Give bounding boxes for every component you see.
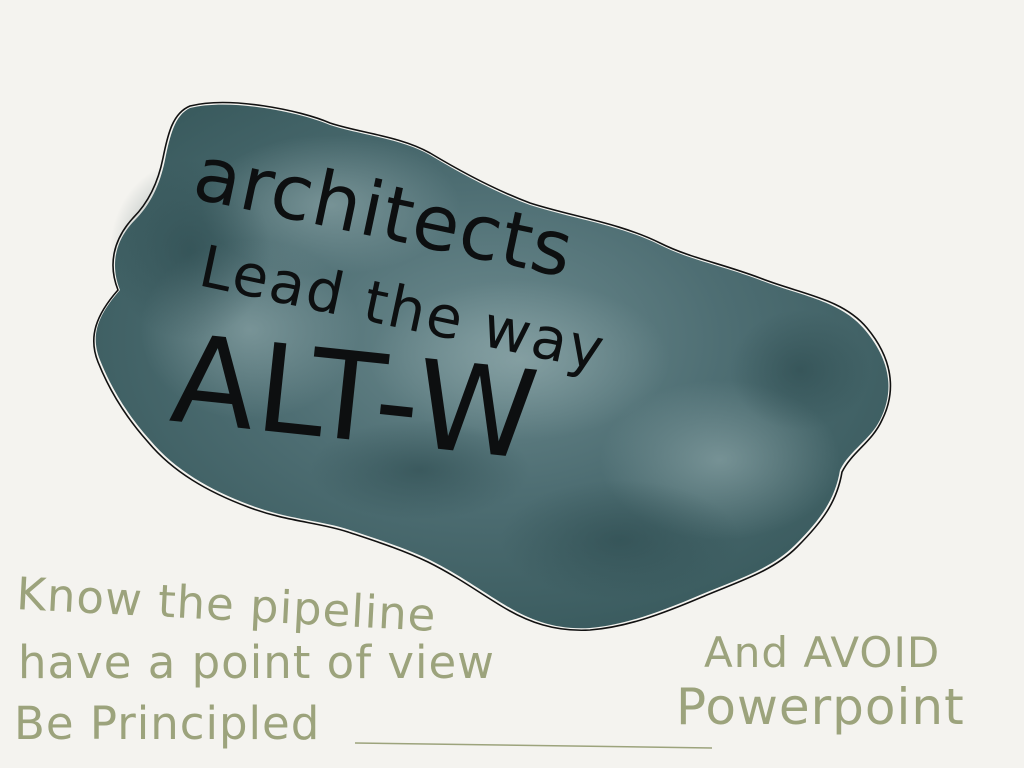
note-point-of-view: have a point of view xyxy=(18,636,495,689)
aside-and-avoid: And AVOID xyxy=(704,628,941,677)
aside-powerpoint: Powerpoint xyxy=(676,678,965,736)
cloud-outline xyxy=(92,101,892,632)
signature-line xyxy=(354,742,713,749)
note-be-principled: Be Principled xyxy=(14,697,321,750)
